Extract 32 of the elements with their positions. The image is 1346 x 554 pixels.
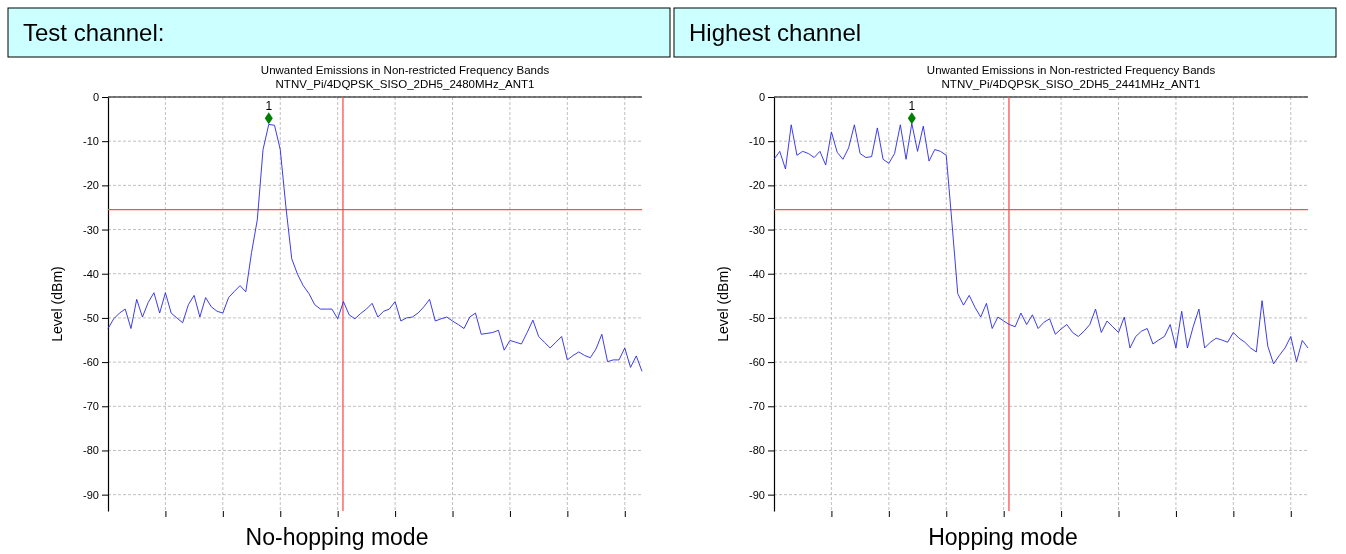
y-tick-label: -10 (749, 135, 765, 148)
y-tick-label: -60 (749, 356, 765, 369)
annotation: 1 (265, 99, 273, 114)
y-tick-label: 0 (92, 91, 99, 104)
text: Highest channel (689, 19, 862, 46)
y-tick-label: -80 (83, 444, 99, 457)
x-axis-title: Hopping mode (928, 524, 1078, 550)
chart-title: Unwanted Emissions in Non-restricted Frequency Bands (260, 64, 550, 76)
x-axis-title: No-hopping mode (245, 524, 429, 550)
y-tick-label: -50 (749, 311, 765, 324)
chart-subtitle: NTNV_Pi/4DQPSK_SISO_2DH5_2480MHz_ANT1 (275, 78, 535, 90)
y-tick-label: -50 (83, 311, 99, 324)
chart-title: Unwanted Emissions in Non-restricted Frequency Bands (926, 64, 1216, 76)
y-tick-label: -70 (749, 400, 765, 413)
y-tick-label: 0 (758, 91, 765, 104)
y-tick-label: -90 (749, 488, 765, 501)
y-tick-label: -30 (83, 223, 99, 236)
y-tick-label: -30 (749, 223, 765, 236)
y-axis-title: Level (dBm) (715, 266, 731, 342)
y-axis-title: Level (dBm) (49, 266, 65, 342)
y-tick-label: -80 (749, 444, 765, 457)
y-tick-label: -40 (749, 267, 765, 280)
y-tick-label: -40 (83, 267, 99, 280)
chart-subtitle: NTNV_Pi/4DQPSK_SISO_2DH5_2441MHz_ANT1 (941, 78, 1201, 90)
y-tick-label: -20 (749, 179, 765, 192)
y-tick-label: -10 (83, 135, 99, 148)
annotation: 1 (908, 99, 916, 114)
y-tick-label: -20 (83, 179, 99, 192)
y-tick-label: -60 (83, 356, 99, 369)
y-tick-label: -70 (83, 400, 99, 413)
text: Test channel: (23, 19, 165, 46)
y-tick-label: -90 (83, 488, 99, 501)
